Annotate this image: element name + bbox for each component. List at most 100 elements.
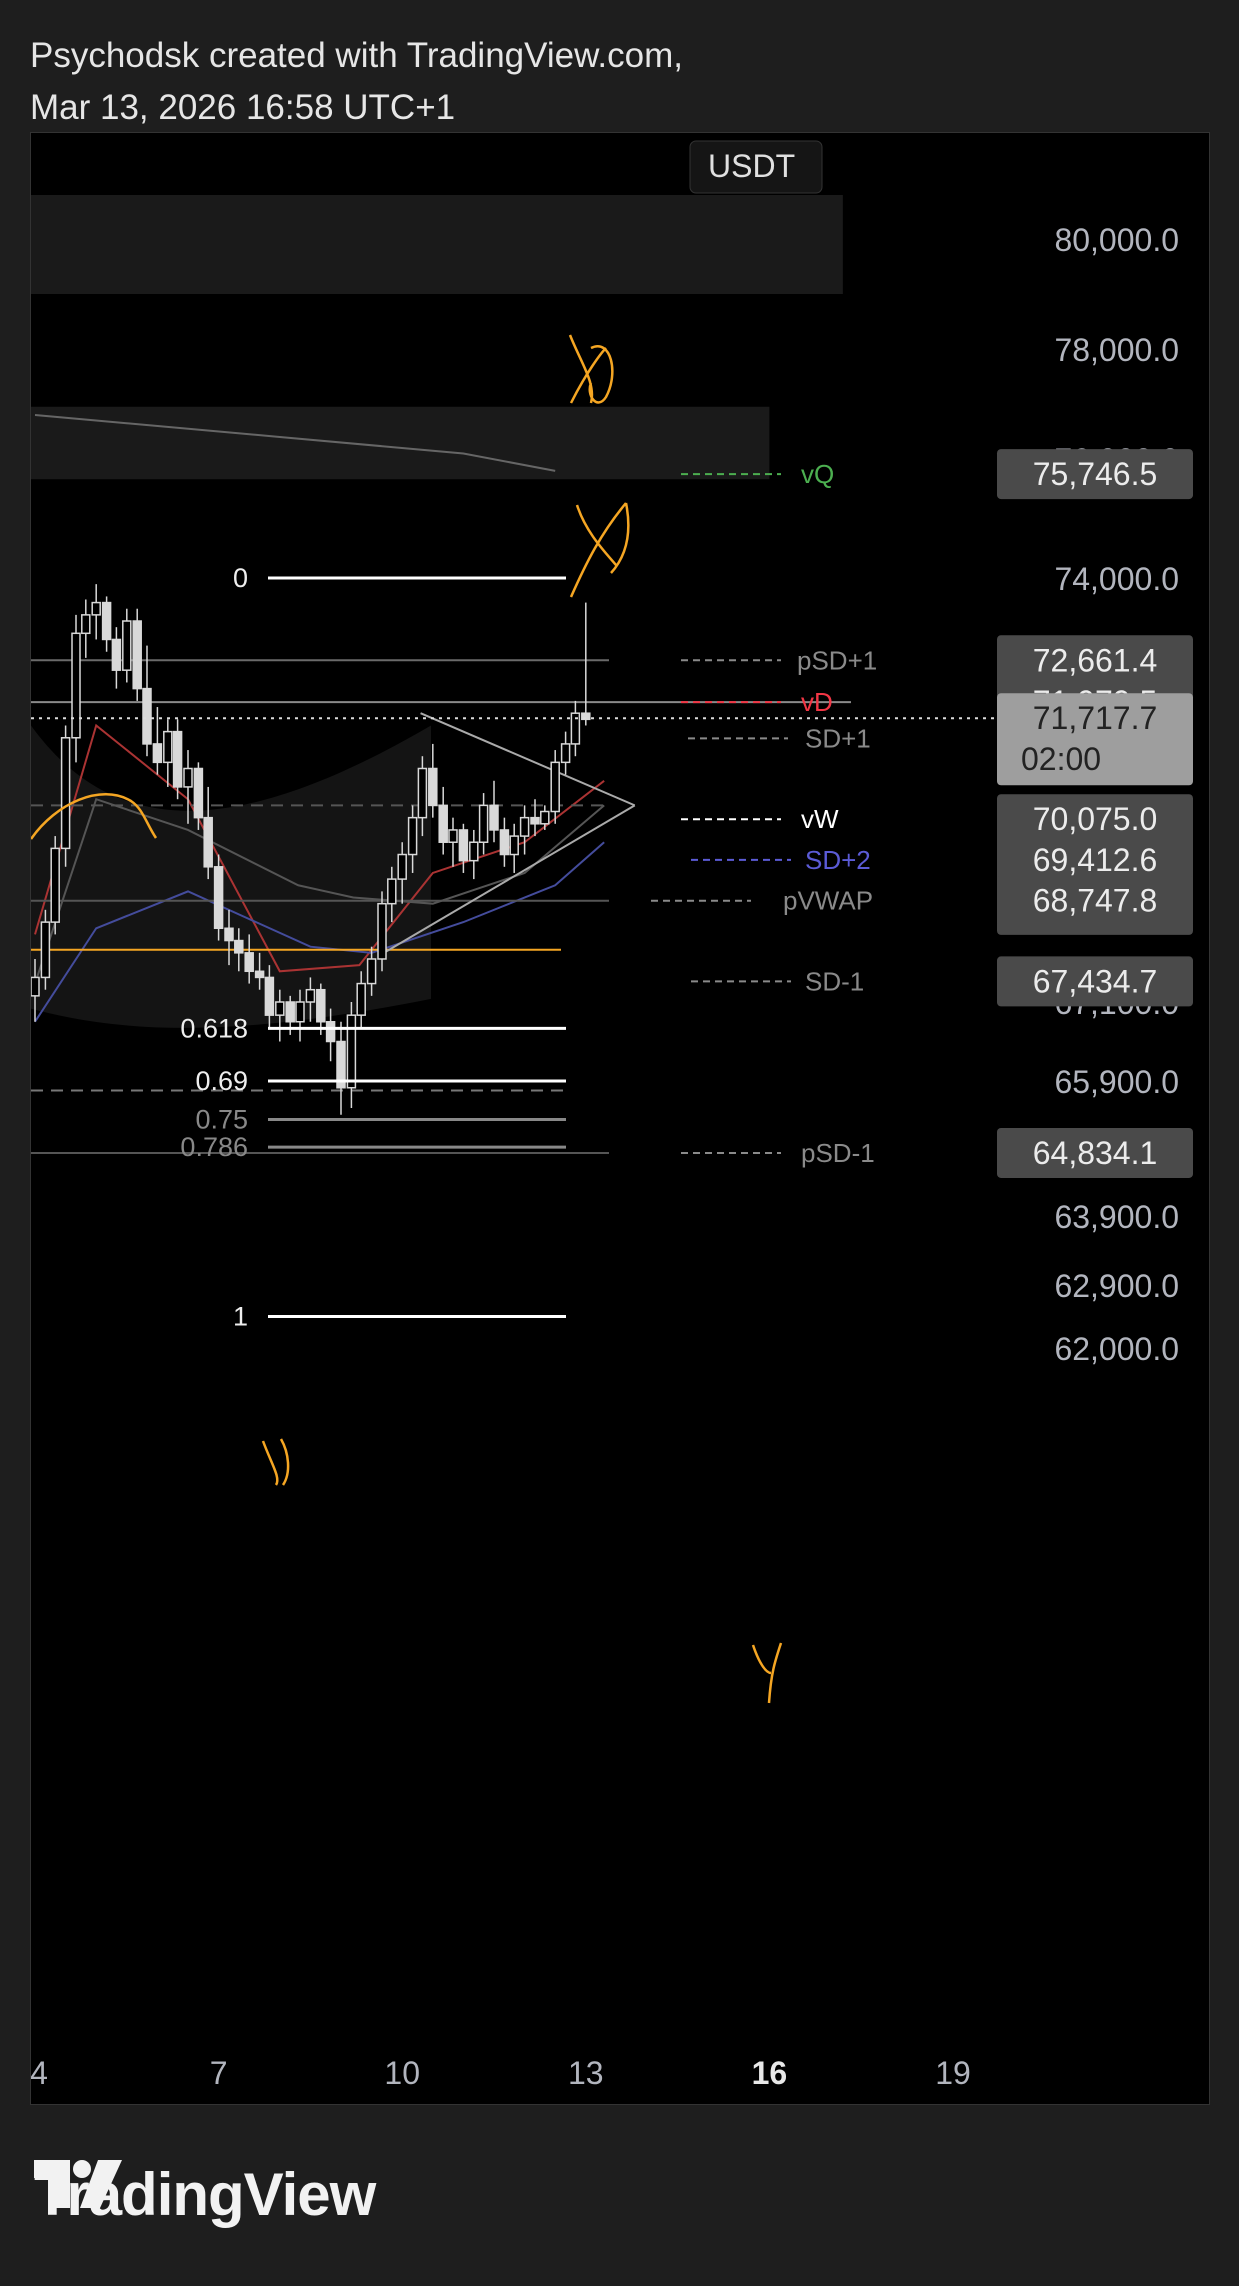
- candle-body: [213, 866, 224, 930]
- tradingview-logo-icon: [34, 2160, 122, 2208]
- candle-body: [428, 767, 438, 807]
- x-tick-label: 16: [752, 2055, 788, 2091]
- candle: [152, 707, 163, 775]
- y-tick-label: 62,000.0: [1054, 1331, 1179, 1367]
- candle: [132, 608, 142, 701]
- candle-body: [295, 1001, 305, 1023]
- candle-body: [264, 976, 275, 1016]
- candle-body: [244, 952, 254, 973]
- candle-body: [346, 1014, 357, 1089]
- price-label-box: [997, 635, 1193, 686]
- candle-body: [183, 767, 193, 788]
- candle: [336, 1021, 346, 1115]
- supply-zone-2: [31, 406, 770, 480]
- candle: [264, 965, 275, 1029]
- candle: [101, 596, 112, 652]
- candle-body: [325, 1021, 336, 1043]
- candle: [71, 614, 81, 763]
- candle: [275, 989, 285, 1042]
- candle-body: [377, 902, 387, 960]
- candle-body: [499, 829, 510, 856]
- candle-body: [356, 982, 366, 1016]
- candle: [234, 928, 244, 972]
- x-tick-label: 7: [210, 2055, 228, 2091]
- level-label-vW: vW: [801, 804, 839, 834]
- candle: [50, 836, 60, 935]
- current-price-text: 71,717.7: [1033, 700, 1158, 736]
- candle: [325, 1008, 336, 1062]
- candle: [458, 823, 469, 873]
- y-tick-label: 74,000.0: [1054, 561, 1179, 597]
- candle-body: [305, 988, 316, 1003]
- candle-body: [101, 601, 112, 641]
- candle: [550, 750, 560, 824]
- candle-body: [152, 743, 163, 764]
- attribution: Psychodsk created with TradingView.com, …: [30, 30, 683, 134]
- orange-x-mark-mid: [569, 502, 630, 598]
- attribution-line-1: Psychodsk created with TradingView.com,: [30, 36, 684, 75]
- level-label-vD: vD: [801, 687, 833, 717]
- candle-body: [132, 620, 142, 690]
- footer-brand: TradingView: [34, 2160, 376, 2229]
- y-tick-label: 63,900.0: [1054, 1199, 1179, 1235]
- level-label-pSD+1: pSD+1: [797, 645, 877, 675]
- x-tick-label: 10: [384, 2055, 420, 2091]
- candle: [581, 602, 591, 726]
- candle: [244, 934, 254, 984]
- candle-body: [509, 835, 519, 856]
- candle-body: [540, 810, 550, 825]
- level-label-pVWAP: pVWAP: [783, 886, 873, 916]
- fib-label-0.69: 0.69: [195, 1066, 248, 1096]
- candle: [417, 756, 428, 837]
- candle-body: [366, 958, 377, 985]
- price-label-box: [997, 794, 1193, 845]
- candle: [407, 805, 418, 873]
- candle-body: [111, 638, 122, 671]
- chart-pane[interactable]: BTCUSDT.P · 4h · BybitUSDT00.6180.690.75…: [30, 132, 1210, 2105]
- price-label-box: [997, 956, 1193, 1007]
- candle: [438, 786, 448, 855]
- level-label-SD+2: SD+2: [805, 845, 871, 875]
- supply-zone-1: [31, 195, 843, 294]
- candle-body: [163, 730, 173, 764]
- price-label-text: 64,834.1: [1033, 1135, 1158, 1171]
- triangle-lower-line: [383, 804, 636, 954]
- candle-body: [458, 829, 469, 862]
- candle: [81, 599, 91, 658]
- candle-body: [478, 804, 489, 843]
- candle: [428, 743, 438, 818]
- y-tick-label: 62,900.0: [1054, 1268, 1179, 1304]
- triangle-upper-line: [420, 712, 636, 807]
- candle: [305, 977, 316, 1022]
- candle: [448, 817, 458, 867]
- level-label-vQ: vQ: [801, 459, 834, 489]
- currency-button-label: USDT: [708, 148, 795, 184]
- candle-body: [387, 878, 397, 905]
- candle-body: [285, 1001, 295, 1023]
- vwap-band-area: [31, 725, 431, 1028]
- currency-button: [689, 140, 823, 194]
- candle: [295, 989, 305, 1042]
- ma-line-red: [34, 723, 605, 973]
- candle: [469, 829, 479, 880]
- current-price-box: [997, 693, 1193, 786]
- candlestick-chart[interactable]: BTCUSDT.P · 4h · BybitUSDT00.6180.690.75…: [31, 133, 1209, 2104]
- candle: [142, 645, 152, 757]
- level-label-SD-1: SD-1: [805, 966, 864, 996]
- level-label-SD+1: SD+1: [805, 723, 871, 753]
- candle-body: [172, 730, 183, 788]
- candle: [519, 805, 530, 855]
- price-label-box: [997, 449, 1193, 500]
- candle-body: [224, 927, 234, 942]
- price-label-text: 70,075.0: [1033, 801, 1158, 837]
- candle: [560, 731, 571, 775]
- y-tick-label: 78,000.0: [1054, 332, 1179, 368]
- price-label-text: 75,746.5: [1033, 456, 1158, 492]
- candle-body: [530, 816, 540, 825]
- candle: [254, 952, 265, 990]
- x-tick-label: 13: [568, 2055, 604, 2091]
- candle: [489, 780, 499, 843]
- candle-body: [438, 804, 448, 843]
- candle: [31, 958, 40, 1022]
- candle: [213, 854, 224, 941]
